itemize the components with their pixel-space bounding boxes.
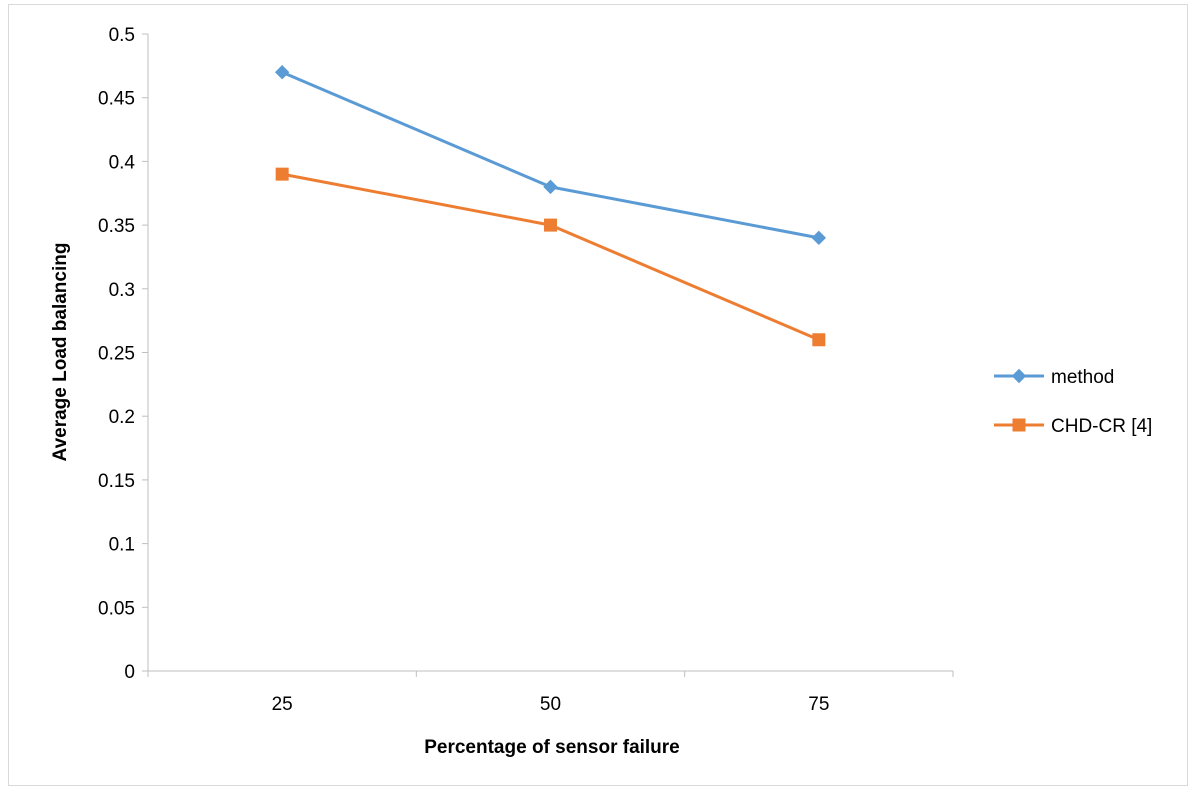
data-point [544, 218, 557, 232]
y-tick-label: 0.45 [98, 89, 135, 110]
data-point [543, 179, 558, 195]
y-tick-label: 0.5 [109, 25, 135, 46]
series-2 [275, 167, 826, 347]
x-tick-label: 75 [808, 694, 829, 715]
series-1 [274, 65, 827, 246]
series-line [280, 70, 821, 240]
data-point [274, 65, 290, 80]
legend-marker [1012, 418, 1026, 432]
axes [147, 34, 953, 672]
y-axis-title: Average Load balancing [50, 243, 71, 462]
y-tick-label: 0.4 [109, 152, 136, 173]
x-tick-label: 25 [272, 694, 293, 715]
data-point [275, 167, 289, 181]
legend: method CHD-CR [4] [994, 367, 1152, 437]
y-tick-label: 0.35 [98, 216, 135, 237]
legend-entry: CHD-CR [4] [994, 416, 1152, 437]
series-layer [274, 65, 827, 347]
legend-label: method [1051, 367, 1114, 388]
y-tick-label: 0.15 [98, 471, 135, 492]
x-ticks: 25 50 75 [147, 671, 954, 715]
y-tick-label: 0.25 [98, 344, 135, 365]
x-tick-label: 50 [540, 694, 561, 715]
y-tick-label: 0.1 [109, 535, 135, 556]
data-point [811, 230, 827, 246]
y-tick-label: 0.3 [109, 280, 135, 301]
legend-label: CHD-CR [4] [1051, 416, 1152, 437]
data-point [812, 333, 826, 347]
y-tick-label: 0.05 [98, 598, 135, 619]
chart-frame [8, 4, 1188, 786]
series-line [280, 172, 821, 342]
y-ticks: 0 0.05 0.1 0.15 0.2 0.25 0.3 0.35 0.4 0.45 0.5 [98, 25, 148, 683]
x-axis-title: Percentage of sensor failure [424, 737, 680, 758]
y-tick-label: 0 [124, 662, 135, 683]
legend-entry: method [994, 367, 1114, 388]
y-tick-label: 0.2 [109, 407, 135, 428]
legend-marker [1011, 368, 1027, 384]
